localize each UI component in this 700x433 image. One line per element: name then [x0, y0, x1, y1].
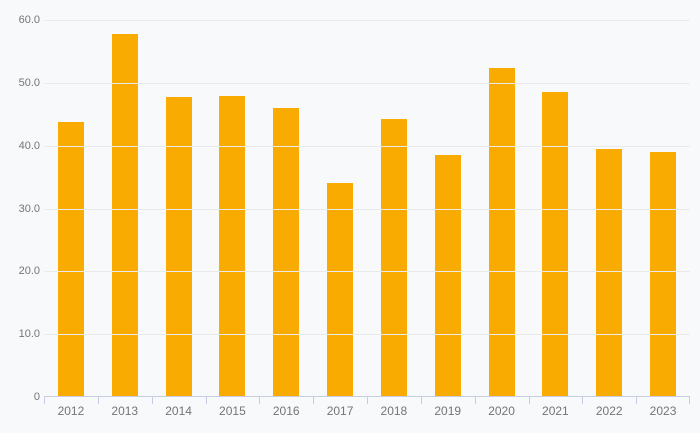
y-tick-label: 60.0 [18, 14, 40, 26]
bar-slot [367, 20, 421, 397]
bar-2016[interactable] [273, 107, 300, 397]
y-tick-label: 50.0 [18, 76, 40, 89]
gridline [44, 145, 690, 147]
bar-2021[interactable] [542, 92, 569, 397]
bar-slot [475, 20, 529, 397]
axis-tick [636, 397, 638, 404]
x-tick-label: 2021 [542, 404, 569, 418]
y-axis: 0 10.0 20.0 30.0 40.0 50.0 60.0 [0, 14, 40, 403]
bar-slot [582, 20, 636, 397]
x-tick-label: 2019 [434, 404, 462, 418]
bar-slot [636, 20, 690, 397]
axis-tick [205, 397, 207, 404]
axis-tick [474, 397, 476, 404]
plot-area [44, 20, 690, 404]
axis-tick [259, 397, 261, 404]
y-tick-label: 40.0 [18, 139, 40, 152]
axis-tick [528, 397, 530, 404]
axis-tick [97, 397, 99, 404]
x-tick-label: 2023 [649, 404, 677, 418]
x-tick-label: 2022 [595, 404, 623, 418]
x-tick-label: 2020 [488, 404, 515, 418]
bar-2013[interactable] [111, 33, 138, 397]
axis-tick [582, 397, 584, 404]
axis-tick [689, 397, 690, 404]
bar-2019[interactable] [434, 155, 461, 397]
x-tick-label: 2012 [57, 404, 85, 418]
axis-tick [44, 397, 45, 404]
x-tick-label: 2018 [380, 404, 408, 418]
bar-slot [421, 20, 475, 397]
bar-slot [44, 20, 98, 397]
y-tick-label: 10.0 [18, 328, 40, 341]
x-axis-line [44, 396, 690, 397]
x-tick-label: 2015 [219, 404, 246, 418]
bar-slot [528, 20, 582, 397]
y-tick-label: 30.0 [18, 202, 40, 215]
y-tick-label: 20.0 [18, 265, 40, 278]
bar-2014[interactable] [165, 97, 192, 397]
gridline [44, 20, 690, 21]
axis-tick [367, 397, 368, 404]
gridline [44, 334, 690, 336]
bar-2012[interactable] [57, 122, 84, 397]
bar-2020[interactable] [488, 67, 515, 397]
axis-tick [151, 397, 153, 404]
x-axis-labels: 2012 2013 2014 2015 2016 2017 2018 2019 2020 2021… [44, 404, 690, 419]
bar-2015[interactable] [219, 96, 246, 397]
y-tick-label: 0 [33, 391, 40, 403]
x-tick-label: 2013 [111, 404, 139, 418]
bar-slot [98, 20, 152, 397]
bar-2017[interactable] [327, 183, 354, 397]
x-tick-label: 2017 [326, 404, 354, 418]
bar-slot [313, 20, 367, 397]
gridline [44, 208, 690, 210]
gridline [44, 271, 690, 273]
bar-2022[interactable] [596, 148, 623, 397]
bar-2023[interactable] [650, 151, 677, 397]
gridline [44, 82, 690, 84]
bar-slot [152, 20, 206, 397]
axis-tick [420, 397, 422, 404]
bar-2018[interactable] [380, 118, 407, 397]
axis-tick [313, 397, 315, 404]
x-tick-label: 2016 [272, 404, 300, 418]
bar-slot [259, 20, 313, 397]
x-tick-label: 2014 [165, 404, 192, 418]
